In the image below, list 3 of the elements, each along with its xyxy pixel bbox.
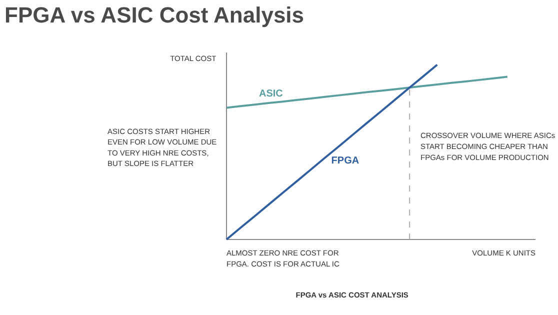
series-label: FPGA [331,155,360,166]
series-label: ASIC [258,88,283,100]
chart-title: FPGA vs ASIC Cost Analysis [4,2,304,28]
